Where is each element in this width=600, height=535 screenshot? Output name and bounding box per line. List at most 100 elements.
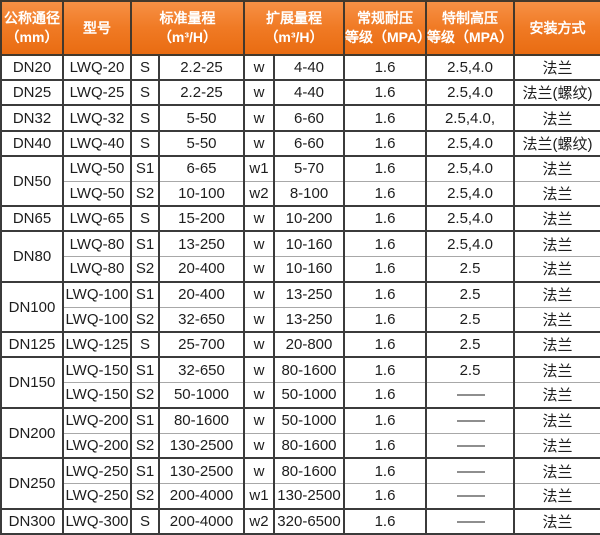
cell-extended-range: 80-1600 (273, 457, 345, 484)
cell-normal-pressure: 1.6 (343, 129, 427, 156)
cell-installation: 法兰 (513, 256, 600, 282)
cell-standard-code: S (130, 79, 160, 106)
cell-high-pressure: 2.5,4.0 (425, 53, 515, 81)
cell-model: LWQ-150 (62, 382, 132, 408)
cell-model: LWQ-200 (62, 432, 132, 459)
cell-model: LWQ-100 (62, 280, 132, 308)
header-row: 公称通径 （mm） 型号 标准量程 （m³/H） 扩展量程 （m³/H） 常规耐… (0, 0, 600, 56)
cell-installation: 法兰 (513, 53, 600, 81)
table-row: LWQ-80 S2 20-400 w 10-160 1.6 2.5 法兰 (1, 256, 600, 282)
cell-extended-code: w2 (243, 180, 275, 207)
cell-high-pressure: —— (425, 432, 515, 459)
cell-extended-range: 10-200 (273, 205, 345, 232)
cell-normal-pressure: 1.6 (343, 104, 427, 131)
cell-extended-range: 80-1600 (273, 432, 345, 459)
cell-extended-code: w (243, 104, 275, 131)
cell-high-pressure: 2.5,4.0 (425, 129, 515, 156)
cell-nominal-diameter: DN125 (0, 331, 64, 358)
table-row: LWQ-200 S2 130-2500 w 80-1600 1.6 —— 法兰 (1, 432, 600, 459)
cell-extended-range: 10-160 (273, 256, 345, 282)
cell-high-pressure: 2.5,4.0 (425, 230, 515, 257)
cell-extended-code: w (243, 129, 275, 156)
cell-normal-pressure: 1.6 (343, 432, 427, 459)
table-row: DN50 LWQ-50 S1 6-65 w1 5-70 1.6 2.5,4.0 法兰 (0, 154, 600, 207)
cell-model: LWQ-300 (62, 507, 132, 534)
cell-high-pressure: —— (425, 382, 515, 408)
cell-high-pressure: 2.5 (425, 331, 515, 358)
cell-model: LWQ-80 (62, 230, 132, 257)
table-row: DN25 LWQ-25 S 2.2-25 w 4-40 1.6 2.5,4.0 法兰(螺纹) (0, 79, 600, 106)
cell-normal-pressure: 1.6 (343, 331, 427, 358)
cell-extended-code: w (243, 457, 275, 484)
cell-extended-code: w (243, 256, 275, 282)
cell-model: LWQ-125 (62, 331, 132, 358)
cell-normal-pressure: 1.6 (343, 230, 427, 257)
cell-normal-pressure: 1.6 (343, 507, 427, 534)
cell-standard-code: S1 (130, 154, 160, 182)
cell-extended-code: w (243, 53, 275, 81)
cell-model: LWQ-250 (62, 457, 132, 484)
cell-standard-code: S2 (130, 382, 160, 408)
cell-high-pressure: 2.5,4.0 (425, 180, 515, 207)
cell-nominal-diameter: DN100 (0, 280, 64, 333)
cell-installation: 法兰 (513, 306, 600, 333)
cell-model: LWQ-50 (62, 180, 132, 207)
cell-extended-range: 10-160 (273, 230, 345, 257)
cell-normal-pressure: 1.6 (343, 457, 427, 484)
cell-nominal-diameter: DN250 (0, 457, 64, 509)
cell-normal-pressure: 1.6 (343, 356, 427, 383)
cell-nominal-diameter: DN32 (0, 104, 64, 131)
cell-extended-range: 13-250 (273, 306, 345, 333)
cell-standard-code: S2 (130, 432, 160, 459)
cell-standard-range: 32-650 (158, 306, 245, 333)
cell-standard-range: 200-4000 (158, 507, 245, 534)
cell-installation: 法兰 (513, 280, 600, 308)
cell-standard-range: 130-2500 (158, 432, 245, 459)
cell-standard-range: 32-650 (158, 356, 245, 383)
cell-extended-range: 50-1000 (273, 406, 345, 434)
cell-standard-code: S1 (130, 280, 160, 308)
cell-standard-range: 15-200 (158, 205, 245, 232)
cell-nominal-diameter: DN200 (0, 406, 64, 459)
cell-high-pressure: 2.5 (425, 356, 515, 383)
cell-normal-pressure: 1.6 (343, 280, 427, 308)
table-row: DN200 LWQ-200 S1 80-1600 w 50-1000 1.6 —— 法兰 (0, 406, 600, 459)
cell-installation: 法兰 (513, 180, 600, 207)
cell-installation: 法兰 (513, 331, 600, 358)
cell-installation: 法兰 (513, 457, 600, 484)
cell-standard-code: S2 (130, 482, 160, 509)
cell-nominal-diameter: DN300 (0, 507, 64, 534)
cell-standard-code: S (130, 331, 160, 358)
cell-standard-range: 25-700 (158, 331, 245, 358)
cell-high-pressure: 2.5,4.0 (425, 79, 515, 106)
cell-normal-pressure: 1.6 (343, 180, 427, 207)
cell-normal-pressure: 1.6 (343, 406, 427, 434)
cell-standard-range: 2.2-25 (158, 53, 245, 81)
cell-extended-code: w (243, 205, 275, 232)
cell-model: LWQ-25 (62, 79, 132, 106)
header-model: 型号 (62, 0, 132, 56)
cell-installation: 法兰 (513, 205, 600, 232)
table-row: DN125 LWQ-125 S 25-700 w 20-800 1.6 2.5 法兰 (0, 331, 600, 358)
cell-standard-range: 13-250 (158, 230, 245, 257)
cell-extended-code: w (243, 331, 275, 358)
cell-normal-pressure: 1.6 (343, 79, 427, 106)
cell-installation: 法兰 (513, 482, 600, 509)
cell-standard-code: S1 (130, 406, 160, 434)
cell-standard-range: 5-50 (158, 129, 245, 156)
cell-high-pressure: —— (425, 482, 515, 509)
cell-standard-range: 2.2-25 (158, 79, 245, 106)
cell-installation: 法兰 (513, 356, 600, 383)
cell-extended-range: 130-2500 (273, 482, 345, 509)
table-row: DN150 LWQ-150 S1 32-650 w 80-1600 1.6 2.5 法兰 (0, 356, 600, 408)
cell-model: LWQ-250 (62, 482, 132, 509)
cell-standard-code: S (130, 129, 160, 156)
cell-high-pressure: 2.5 (425, 256, 515, 282)
table-row: LWQ-50 S2 10-100 w2 8-100 1.6 2.5,4.0 法兰 (1, 180, 600, 207)
header-normal-pressure-rating: 常规耐压 等级（MPA） (343, 0, 431, 56)
cell-nominal-diameter: DN20 (0, 53, 64, 81)
cell-extended-code: w (243, 432, 275, 459)
table-row: DN65 LWQ-65 S 15-200 w 10-200 1.6 2.5,4.0 法兰 (0, 205, 600, 232)
cell-nominal-diameter: DN150 (0, 356, 64, 408)
cell-standard-code: S (130, 205, 160, 232)
